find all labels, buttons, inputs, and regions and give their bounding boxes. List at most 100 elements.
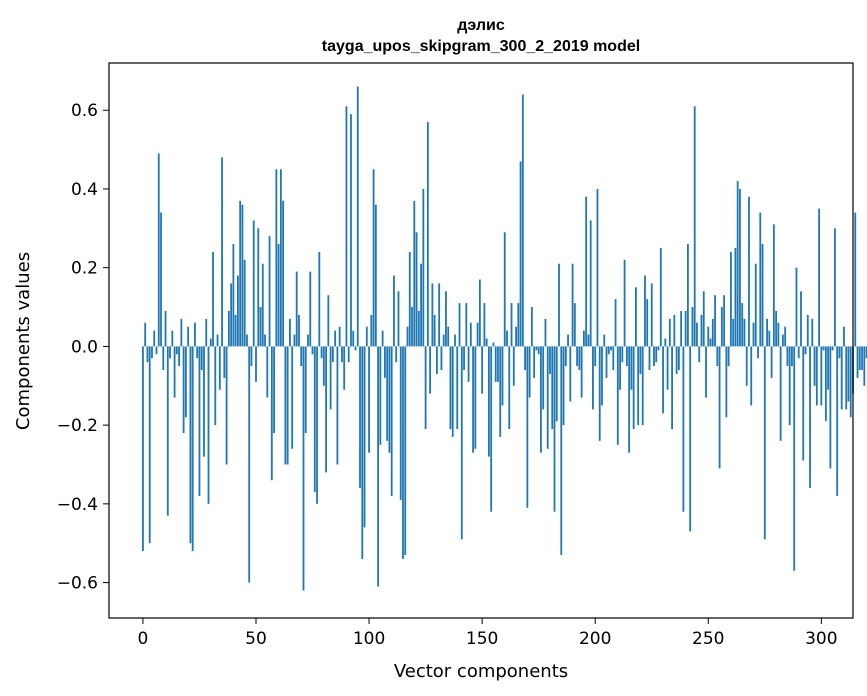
bar xyxy=(440,346,443,371)
bar xyxy=(451,346,454,437)
bar xyxy=(291,346,294,449)
bar xyxy=(644,275,646,347)
bar xyxy=(806,314,809,347)
bar xyxy=(370,314,373,347)
bar xyxy=(241,204,244,347)
bar xyxy=(472,346,474,453)
bar xyxy=(662,346,664,414)
bar xyxy=(824,346,827,422)
bar xyxy=(750,346,753,406)
bar xyxy=(255,346,257,382)
bar xyxy=(381,330,384,347)
bar xyxy=(456,346,459,430)
bar xyxy=(402,346,404,559)
bar xyxy=(736,181,739,347)
bar xyxy=(639,346,642,374)
bar xyxy=(546,346,549,449)
x-tick-label: 300 xyxy=(805,629,837,649)
bar xyxy=(567,334,569,347)
x-axis-label: Vector components xyxy=(394,661,568,682)
bar xyxy=(571,263,574,347)
bar xyxy=(560,346,563,556)
bar xyxy=(510,303,513,347)
bar xyxy=(184,346,187,418)
bar xyxy=(628,346,631,453)
bar xyxy=(777,322,780,347)
bar xyxy=(433,314,436,347)
bar xyxy=(424,346,427,430)
bar xyxy=(273,346,275,433)
bar xyxy=(687,244,689,347)
bar xyxy=(325,346,327,473)
bar xyxy=(329,346,332,410)
x-axis-ticks: 0 50 100 150 200 250 300 xyxy=(138,618,838,649)
bar xyxy=(386,346,389,441)
bar xyxy=(858,346,861,371)
bar xyxy=(800,291,802,347)
bar xyxy=(372,169,375,347)
bar xyxy=(827,346,830,390)
bar xyxy=(691,307,694,347)
bar xyxy=(284,346,287,465)
bar xyxy=(553,346,556,512)
bar xyxy=(476,322,479,347)
bar xyxy=(757,346,759,359)
bar xyxy=(327,295,330,347)
bar xyxy=(494,346,497,382)
bar xyxy=(144,322,147,347)
bar xyxy=(429,346,432,394)
bar xyxy=(449,346,452,430)
bar xyxy=(558,263,560,347)
bar xyxy=(171,330,174,347)
bar xyxy=(705,346,707,398)
bar xyxy=(768,330,771,347)
bar xyxy=(745,346,748,386)
bar xyxy=(524,346,526,371)
bar xyxy=(341,346,343,363)
bar xyxy=(512,346,515,386)
bar xyxy=(693,106,696,347)
bar xyxy=(485,338,488,347)
bar xyxy=(641,346,644,426)
bar xyxy=(411,307,413,347)
bar xyxy=(431,283,434,347)
bar xyxy=(488,346,490,457)
bar xyxy=(689,346,692,532)
bar xyxy=(187,326,190,347)
bar xyxy=(313,346,316,493)
bar xyxy=(515,326,517,347)
bar xyxy=(180,318,183,347)
bar xyxy=(781,334,784,347)
bar xyxy=(160,212,162,347)
bar xyxy=(356,86,359,347)
bar xyxy=(829,346,832,469)
bar xyxy=(467,346,470,382)
bar xyxy=(729,251,732,347)
bar xyxy=(499,346,502,437)
bar xyxy=(474,346,477,449)
bar xyxy=(338,326,341,347)
bar xyxy=(196,346,199,359)
bar xyxy=(207,346,210,504)
bar xyxy=(648,346,651,371)
bar xyxy=(445,291,447,347)
bar xyxy=(707,326,710,347)
bar xyxy=(630,346,633,390)
bar xyxy=(720,307,723,347)
bar xyxy=(519,161,522,347)
bar xyxy=(569,346,572,402)
bar xyxy=(442,334,445,347)
bar xyxy=(732,318,735,347)
bar xyxy=(784,326,787,347)
x-tick-label: 0 xyxy=(138,629,149,649)
bar xyxy=(230,283,233,347)
bar xyxy=(675,346,678,374)
bar xyxy=(650,283,653,347)
bar xyxy=(460,346,463,540)
bar xyxy=(698,346,701,363)
bar xyxy=(793,346,796,571)
bar xyxy=(246,334,248,347)
bar xyxy=(632,346,635,430)
bar xyxy=(417,310,420,347)
bar xyxy=(465,303,468,347)
